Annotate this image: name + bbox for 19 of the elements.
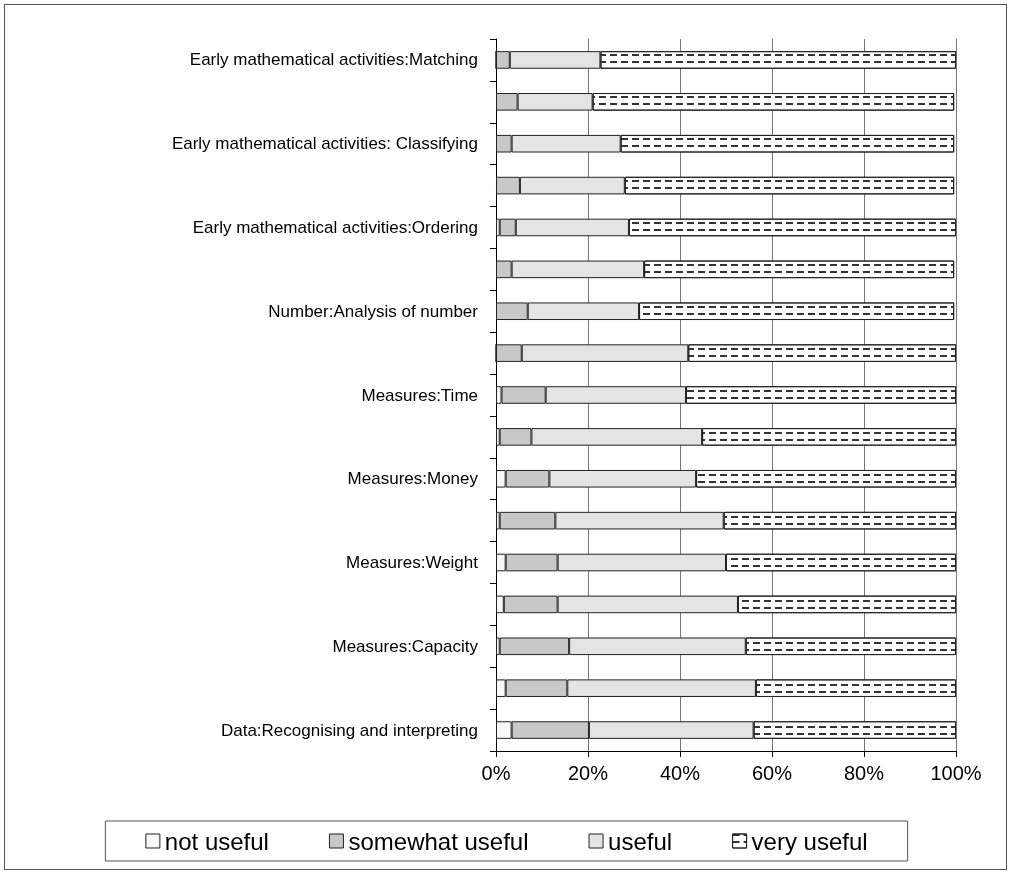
y-tick-label: Early mathematical activities:Matching [189, 50, 478, 70]
legend-label: not useful [164, 827, 269, 855]
x-tick-label: 100% [930, 762, 982, 784]
x-tick-label: 20% [567, 762, 609, 784]
x-tick-label: 80% [843, 762, 885, 784]
y-tick-label: Early mathematical activities: Classifying [171, 134, 478, 154]
y-tick-label: Number:Analysis of number [268, 301, 479, 321]
y-tick-label: Measures:Time [361, 385, 478, 405]
legend-label: very useful [751, 827, 868, 855]
x-tick-label: 60% [751, 762, 793, 784]
y-tick-label: Data:Recognising and interpreting [220, 720, 478, 740]
y-tick-label: Measures:Money [347, 469, 479, 489]
x-tick-label: 40% [659, 762, 701, 784]
y-tick-label: Early mathematical activities:Ordering [192, 217, 478, 237]
y-tick-label: Measures:Weight [346, 553, 479, 573]
y-tick-label: Measures:Capacity [332, 636, 479, 656]
legend-label: somewhat useful [348, 827, 529, 855]
x-tick-label: 0% [481, 762, 511, 784]
legend-label: useful [608, 827, 673, 855]
